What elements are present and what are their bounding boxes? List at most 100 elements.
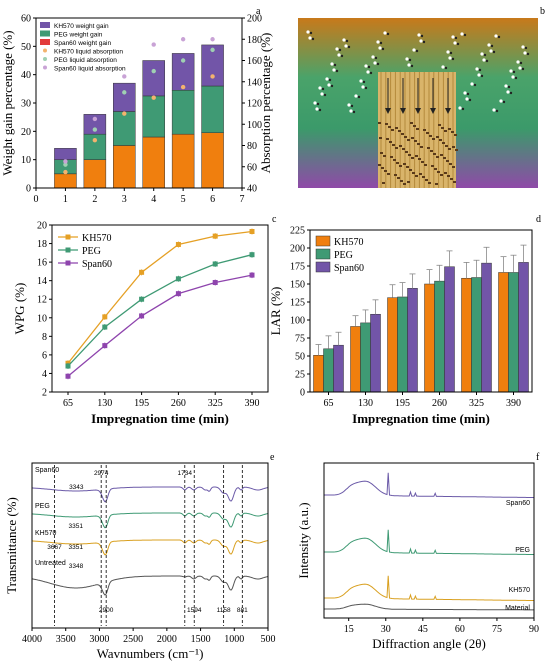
axis-label-e-x: Wavnumbers (cm⁻¹) <box>97 646 204 661</box>
axis-label-d-y: LAR (%) <box>268 287 283 336</box>
panel-label-c: c <box>272 214 277 225</box>
flow-arrowhead <box>445 108 451 114</box>
point-a-peg-liquid-absorption-4 <box>151 68 156 74</box>
flow-arrowhead <box>385 108 391 114</box>
legend-label-a-3: KH570 liquid absorption <box>54 49 123 56</box>
peak-label-e-9: 1158 <box>217 607 231 614</box>
point-a-span60-liquid-absorption-2 <box>92 116 98 122</box>
point-c-kh570-130 <box>102 314 108 320</box>
impregnation-speck <box>420 146 423 148</box>
molecule-dot <box>306 30 310 34</box>
tick-label-a-y-right: 140 <box>247 77 262 88</box>
tick-label-f-x: 75 <box>492 624 502 635</box>
axis-label-a-y-right: Absorption percentage (%) <box>258 33 273 174</box>
axis-label-c-x: Impregnation time (min) <box>91 411 229 426</box>
panel-c-plot-frame <box>51 224 269 393</box>
spectrum-e-span60 <box>31 486 268 503</box>
tick-label-c-x: 130 <box>97 398 112 409</box>
molecule-dot <box>487 43 491 47</box>
bar-a-span60-weight-gain-4 <box>142 136 165 189</box>
impregnation-speck <box>422 176 425 178</box>
molecule-dot-dark <box>379 41 383 45</box>
series-name-f-kh570: KH570 <box>509 587 531 594</box>
bar-a-span60-weight-gain-1 <box>54 173 77 189</box>
impregnation-speck <box>430 150 433 152</box>
molecule-dot-dark <box>468 98 472 102</box>
molecule-dot-dark <box>410 64 414 68</box>
tick-label-e-x: 3000 <box>89 634 109 645</box>
tick-label-d-y: 200 <box>290 244 305 255</box>
bar-a-span60-weight-gain-6 <box>201 132 224 189</box>
point-a-span60-liquid-absorption-1 <box>63 159 68 164</box>
point-c-kh570-325 <box>212 233 218 239</box>
impregnation-speck <box>402 148 405 150</box>
series-name-f-material: Material <box>505 605 530 612</box>
impregnation-speck <box>395 127 398 129</box>
impregnation-speck <box>415 175 418 177</box>
tick-label-d-y: 150 <box>290 280 305 291</box>
impregnation-speck <box>391 129 394 131</box>
tick-label-a-y-right: 40 <box>247 184 257 195</box>
series-name-e-peg: PEG <box>35 503 50 510</box>
impregnation-speck <box>448 148 451 150</box>
tick-label-a-x: 6 <box>210 194 215 205</box>
impregnation-speck <box>453 181 456 183</box>
bar-d-kh570-195 <box>387 297 398 393</box>
tick-label-e-x: 2500 <box>123 634 143 645</box>
point-c-kh570-195 <box>139 269 145 275</box>
molecule-dot <box>376 40 380 44</box>
molecule-dot-dark <box>422 40 426 44</box>
impregnation-speck <box>403 183 406 185</box>
bar-d-peg-325 <box>471 277 482 393</box>
molecule-dot-dark <box>309 31 313 35</box>
impregnation-speck <box>379 137 382 139</box>
molecule-dot <box>318 86 322 90</box>
tick-label-a-y: 20 <box>21 127 31 138</box>
point-a-kh570-liquid-absorption-2 <box>92 137 98 143</box>
impregnation-speck <box>448 128 451 130</box>
tick-label-c-y: 14 <box>37 276 47 287</box>
molecule-dot-dark <box>350 104 354 108</box>
legend-marker-a-5 <box>43 65 47 70</box>
molecule-dot <box>354 94 358 98</box>
tick-label-d-y: 75 <box>295 334 305 345</box>
impregnation-speck <box>434 168 437 170</box>
bar-a-peg-weight-gain-3 <box>113 111 136 146</box>
molecule-dot <box>320 92 324 96</box>
impregnation-speck <box>419 173 422 175</box>
point-c-peg-130 <box>102 324 108 330</box>
molecule-dot <box>448 56 452 60</box>
impregnation-speck <box>417 143 420 145</box>
impregnation-speck <box>435 183 438 185</box>
molecule-dot <box>480 52 484 56</box>
peak-label-e-7: 2900 <box>99 607 114 614</box>
molecule-dot <box>315 107 319 111</box>
molecule-dot <box>373 61 377 65</box>
molecule-dot-dark <box>369 71 373 75</box>
spectrum-e-peg <box>31 512 268 529</box>
panel-label-f: f <box>536 452 540 463</box>
point-c-span60-195 <box>139 313 145 319</box>
flow-arrowhead <box>400 108 406 114</box>
axis-label-a-y: Weight gain percentage (%) <box>0 30 15 175</box>
panel-a-weight-gain-chart: 0 1 2 3 4 5 6 7 0 10 20 30 40 50 60 40 60 80 100 120 140 160 1… <box>0 6 273 205</box>
impregnation-speck <box>382 182 385 184</box>
tick-label-c-y: 12 <box>37 295 47 306</box>
molecule-dot <box>458 106 462 110</box>
panel-e-ftir-spectra: 4000 3500 3000 2500 2000 1500 1000 500 2974 1734 3… <box>4 452 276 661</box>
impregnation-speck <box>404 136 407 138</box>
tick-label-c-y: 10 <box>37 313 47 324</box>
legend-label-d-1: PEG <box>334 250 353 261</box>
molecule-dot-dark <box>512 70 516 74</box>
molecule-dot <box>378 46 382 50</box>
legend-label-c-0: KH570 <box>82 233 111 244</box>
molecule-dot-dark <box>335 69 339 73</box>
panel-d-plot-frame <box>309 229 533 393</box>
point-c-peg-390 <box>249 252 255 258</box>
molecule-dot-dark <box>456 42 460 46</box>
impregnation-speck <box>380 152 383 154</box>
series-name-e-kh570: KH570 <box>35 530 57 537</box>
bar-d-peg-65 <box>323 348 334 393</box>
molecule-dot-dark <box>483 53 487 57</box>
molecule-dot <box>330 62 334 66</box>
